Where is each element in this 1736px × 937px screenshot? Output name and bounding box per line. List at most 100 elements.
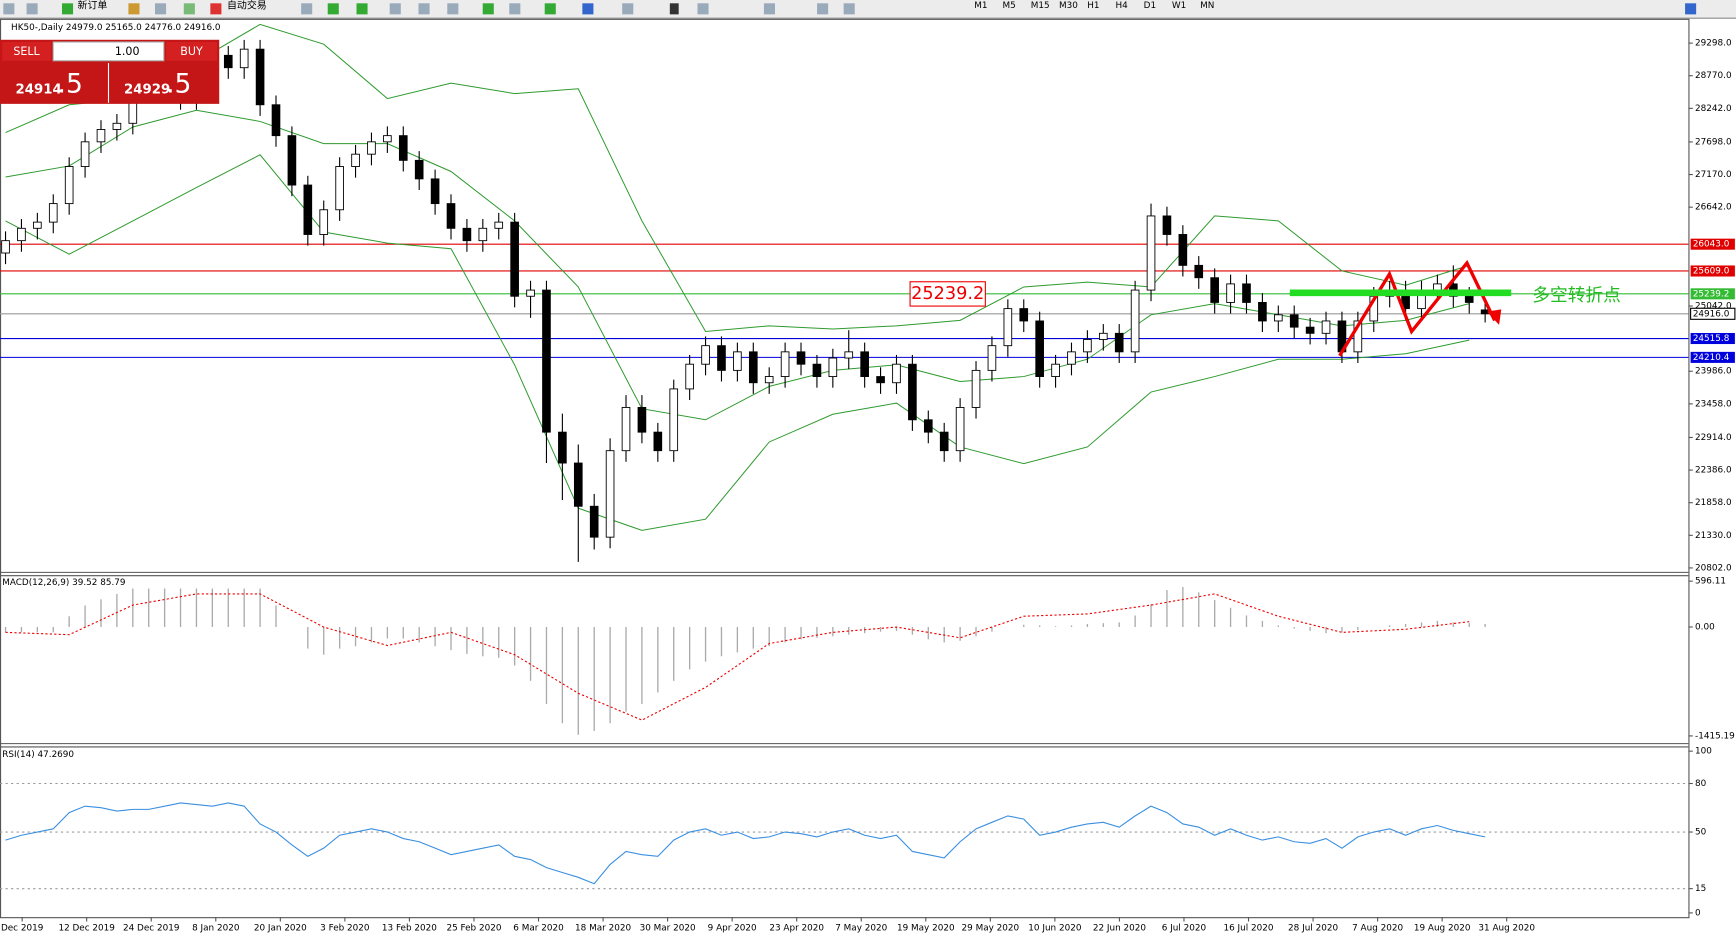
price-level-tag <box>1690 332 1735 345</box>
bollinger-band <box>5 154 1470 531</box>
candle-body <box>462 227 472 242</box>
new-order[interactable]: 新订单 <box>78 0 108 12</box>
x-tick-label: 8 Jan 2020 <box>192 924 240 934</box>
candle-body <box>796 351 806 365</box>
y-tick-label: 23986.0 <box>1695 367 1732 377</box>
candle-body <box>1146 215 1156 291</box>
candle-body <box>558 431 567 464</box>
y-tick-label: 15 <box>1695 884 1706 894</box>
x-tick-label: 24 Dec 2019 <box>123 924 179 934</box>
bollinger-band <box>5 109 1470 421</box>
buy-label[interactable]: BUY <box>180 45 203 58</box>
y-tick-label: 80 <box>1695 779 1707 789</box>
candle-body <box>717 345 726 371</box>
candle-body <box>1210 277 1219 303</box>
x-tick-label: Dec 2019 <box>1 924 43 934</box>
candle-body <box>1433 283 1442 291</box>
candle-body <box>1 240 10 254</box>
x-tick-label: 30 Mar 2020 <box>640 924 696 934</box>
x-tick-label: 25 Feb 2020 <box>446 924 501 934</box>
candle-body <box>478 227 488 242</box>
candle-body <box>1114 332 1124 353</box>
timeframe-button[interactable]: H4 <box>1115 1 1128 11</box>
candle-body <box>685 363 694 390</box>
timeframe-button[interactable]: M1 <box>974 1 987 11</box>
x-tick-label: 6 Jul 2020 <box>1162 924 1207 934</box>
candle-body <box>923 419 933 433</box>
y-tick-label: -1415.19 <box>1695 731 1735 741</box>
bollinger-band <box>5 23 1470 333</box>
rsi-panel: 100 80 50 15 0 <box>0 747 1712 918</box>
y-tick-label: 25042.0 <box>1695 302 1732 312</box>
trade-panel: SELL 1.00 BUY 24914 .5 24929 .5 <box>0 39 220 104</box>
candle-body <box>1464 295 1474 303</box>
ask-price: 24929 <box>124 83 170 98</box>
x-tick-label: 7 May 2020 <box>835 924 887 934</box>
candle-body <box>542 289 551 433</box>
candle-body <box>80 141 90 167</box>
candle-body <box>446 203 456 229</box>
level-callout <box>909 281 986 307</box>
timeframe-button[interactable]: W1 <box>1172 1 1186 11</box>
sell-button[interactable] <box>2 41 51 61</box>
lot-input[interactable] <box>52 41 165 62</box>
timeframe-button[interactable]: H1 <box>1087 1 1099 11</box>
y-tick-label: 27170.0 <box>1695 170 1732 180</box>
candle-body <box>1321 320 1331 334</box>
price-level-label: 24210.4 <box>1693 353 1730 363</box>
x-tick-label: 7 Aug 2020 <box>1352 924 1403 934</box>
candle-body <box>1098 332 1108 340</box>
sell-label[interactable]: SELL <box>13 45 40 58</box>
x-tick-label: 13 Feb 2020 <box>382 924 437 934</box>
candle-body <box>398 135 408 161</box>
price-level-label: 25609.0 <box>1693 266 1730 276</box>
rsi-title: RSI(14) 47.2690 <box>2 750 74 760</box>
price-panel: 29298.0 28770.0 28242.0 27698.0 27170.0 26642… <box>0 23 1736 934</box>
timeframe-button[interactable]: D1 <box>1144 1 1156 11</box>
candle-body <box>319 209 329 235</box>
candle-body <box>573 462 583 507</box>
turning-point-label: 多空转折点 <box>1532 285 1621 306</box>
turning-zone <box>1289 289 1512 297</box>
auto-trading[interactable]: 自动交易 <box>227 0 267 12</box>
candle-body <box>812 363 822 377</box>
candle-body <box>955 407 965 452</box>
bid-price: 24914 <box>16 83 62 98</box>
y-tick-label: 20802.0 <box>1695 563 1732 573</box>
timeframe-button[interactable]: M5 <box>1003 1 1016 11</box>
rsi-line <box>5 802 1486 885</box>
y-tick-label: 22386.0 <box>1695 466 1732 476</box>
candle-body <box>1273 314 1283 322</box>
x-tick-label: 20 Jan 2020 <box>254 924 307 934</box>
y-tick-label: 22914.0 <box>1695 433 1732 443</box>
candle-body <box>1194 264 1204 279</box>
candle-body <box>1035 320 1044 377</box>
zigzag-arrow <box>1338 259 1497 357</box>
timeframe-button[interactable]: M15 <box>1031 1 1050 11</box>
candle-body <box>112 122 122 130</box>
candle-body <box>669 388 679 452</box>
timeframe-button[interactable]: MN <box>1200 1 1214 11</box>
candle-body <box>987 345 997 371</box>
y-tick-label: 21858.0 <box>1695 498 1732 508</box>
candle-body <box>1258 301 1267 322</box>
symbol-header: HK50-,Daily 24979.0 25165.0 24776.0 2491… <box>11 23 221 33</box>
candle-body <box>271 104 281 137</box>
candle-body <box>1130 289 1140 353</box>
candle-body <box>876 376 885 384</box>
candle-body <box>239 48 249 69</box>
x-tick-label: 18 Mar 2020 <box>575 924 631 934</box>
candle-body <box>33 221 42 229</box>
y-tick-label: 21330.0 <box>1695 531 1732 541</box>
timeframe-button[interactable]: M30 <box>1059 1 1078 11</box>
candle-body <box>96 129 106 143</box>
candle-body <box>351 153 360 167</box>
y-tick-label: 100 <box>1695 747 1712 757</box>
buy-button[interactable] <box>166 41 217 61</box>
y-tick-label: 50 <box>1695 828 1707 838</box>
candle-body <box>1067 351 1076 365</box>
candle-body <box>17 227 26 242</box>
lot-value[interactable]: 1.00 <box>115 45 140 58</box>
y-tick-label: 0.00 <box>1695 623 1715 633</box>
ask-fraction: .5 <box>166 69 191 100</box>
